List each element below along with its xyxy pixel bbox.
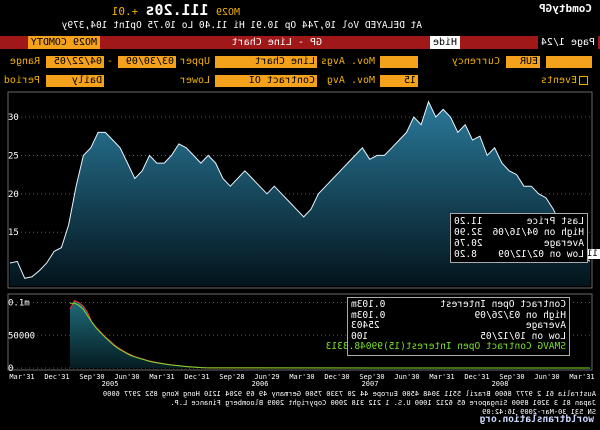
watermark: worldtranslation.org [479,414,594,425]
legend-high-value: 32.90 [454,227,483,238]
range-separator: - [106,56,113,67]
settings-field[interactable] [546,56,592,68]
legend-avg-label: Average [543,238,584,249]
window-title: ComdtyGP [539,2,592,15]
x-tick-label: Dec'31 [184,373,209,381]
upper-label: Upper [179,56,210,67]
events-text: Events [540,75,577,86]
lower-legend: Contract Open Interest 0.103m High on 03/… [326,297,570,356]
x-tick-label: Jun'30 [534,373,559,381]
security-field[interactable]: MO29 COMDTY [27,36,100,49]
range-start-field[interactable]: 04/22/05 [46,56,104,68]
oi-avg-label: Average [525,320,566,331]
price-area [10,101,590,286]
lower-panel-frame [7,293,593,371]
title-bar: Page 1/24 Hide GP - Line Chart MO29 COMD… [0,36,600,49]
x-year-label: 2008 [492,380,509,386]
range-label: Range [9,56,40,67]
upper-y-tick-label: 30 [8,113,19,123]
quote-line: At DELAYED Vol 10,744 Op 10.91 Hi 11.40 … [61,20,422,31]
footer-line-2: Japan 81 3 3201 8900 Singapore 65 6212 1… [170,399,596,407]
smavg-line [70,302,591,369]
x-tick-label: Mar'31 [569,373,594,381]
x-year-label: 2007 [362,380,379,386]
mov-avg-label: Mov. Avg [326,75,375,86]
x-tick-label: Mar'31 [9,373,34,381]
legend-low-value: 8.20 [454,249,477,260]
x-tick-label: Sep'30 [359,373,384,381]
oi-avg-value: 25403 [351,320,380,331]
upper-y-tick-label: 25 [8,151,19,161]
lower-y-tick-label: 50000 [8,331,35,341]
currency-label: Currency [451,56,500,67]
upper-y-ticks: 15 20 25 30 [8,113,19,238]
upper-y-tick-label: 20 [8,190,19,200]
lower-label: Lower [179,75,210,86]
page-indicator[interactable]: Page 1/24 [537,36,598,49]
legend-low-label: Low on 02/12/09 [498,249,584,260]
x-year-label: 2006 [252,380,269,386]
x-tick-label: Dec'30 [324,373,349,381]
period-field[interactable]: Daily [46,75,104,87]
chart-title: GP - Line Chart [231,37,322,48]
upper-panel-frame [7,91,593,289]
legend-last-value: 11.20 [454,216,483,227]
lower-y-tick-label: 0.1m [8,299,30,309]
x-tick-label: Mar'30 [289,373,314,381]
smavg-value: 99048.3313 [325,341,383,352]
range-end-field[interactable]: 03/30/09 [118,56,176,68]
x-year-label: 2005 [102,380,119,386]
upper-chart-field[interactable]: Line Chart [215,56,317,68]
lower-chart-field[interactable]: Contract OI [215,75,317,87]
x-tick-label: Sep'28 [219,373,244,381]
legend-high-label: High on 04/16/06 [492,227,584,238]
x-tick-label: Dec'31 [464,373,489,381]
open-interest-area [70,300,590,368]
x-tick-label: Dec'31 [44,373,69,381]
smavg-label: SMAVG Contract Open Interest(15) [382,341,566,352]
x-axis-ticks: Mar'31 Dec'31 Sep'30 Jun'30 Mar'31 Dec'31 Sep'… [9,373,594,386]
legend-last-label: Last Price [526,216,584,227]
x-tick-label: Sep'30 [79,373,104,381]
x-tick-label: Jun'29 [254,373,279,381]
lower-y-tick-label: 0 [8,364,13,374]
oi-title: Contract Open Interest [440,299,566,310]
period-label: Period [3,75,40,86]
ticker-symbol: MO29 [215,7,240,18]
price-line [9,100,591,279]
x-tick-label: Mar'31 [149,373,174,381]
events-checkbox-icon[interactable] [579,75,588,85]
upper-y-tick-label: 15 [8,228,19,238]
price-chart[interactable]: 15 20 25 30 0 50000 0.1m Mar'31 Dec'31 Sep'30 Ju… [0,90,600,386]
currency-field[interactable]: EUR [506,56,540,68]
x-tick-label: Jun'30 [394,373,419,381]
mov-avgs-label: Mov. Avgs [320,56,375,67]
x-tick-label: Mar'31 [429,373,454,381]
footer-line-1: Australia 61 2 9777 8600 Brazil 5511 304… [102,390,596,398]
price-change: +.01 [111,5,139,18]
upper-legend: Last Price 11.20 High on 04/16/06 32.90 Av… [450,213,588,263]
last-price: 111.20s [145,1,209,19]
ticker-line: MO29 111.20s +.01 [112,1,240,19]
hide-button[interactable]: Hide [429,36,460,49]
x-tick-label: Jun'30 [114,373,139,381]
oi-title-value: 0.103m [351,299,386,310]
legend-avg-value: 20.76 [454,238,483,249]
events-label[interactable]: Events [541,75,588,87]
mov-avgs-field[interactable] [380,56,418,68]
lower-y-ticks: 0 50000 0.1m [8,299,35,374]
x-tick-label: Sep'30 [499,373,524,381]
mov-avg-field[interactable]: 15 [380,75,418,87]
